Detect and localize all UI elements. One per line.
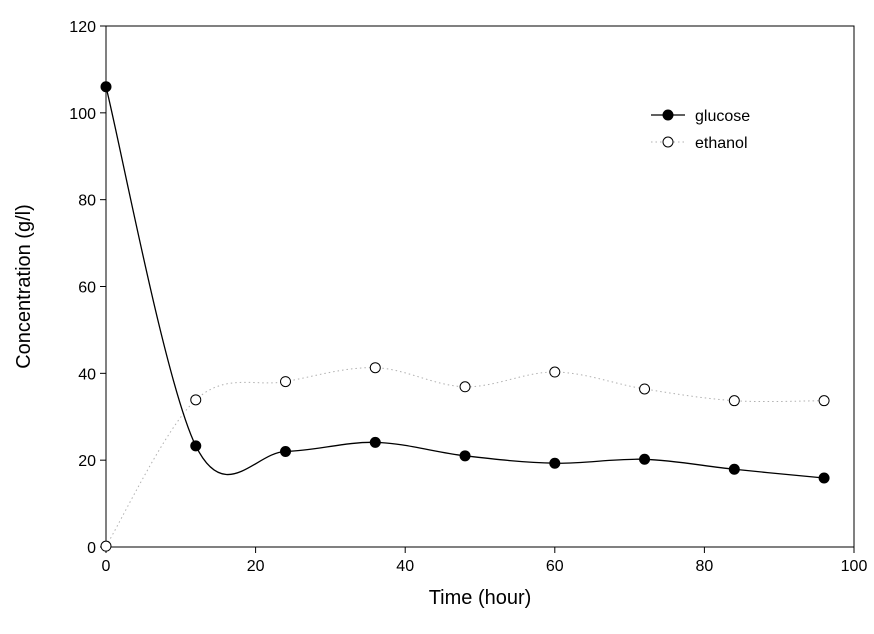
- axis-ticks: 0 20 40 60 80 100 0 20 40 60 80 100 120: [69, 19, 867, 575]
- point-ethanol-36: [369, 362, 381, 374]
- series-glucose: [100, 81, 830, 484]
- point-ethanol-60: [549, 366, 561, 378]
- legend: glucose ethanol: [651, 108, 750, 152]
- y-tick-label-0: 0: [87, 540, 96, 557]
- y-tick-label-60: 60: [78, 280, 96, 297]
- x-tick-label-60: 60: [546, 558, 564, 575]
- y-tick-label-40: 40: [78, 366, 96, 383]
- plot-area-border: [105, 25, 855, 548]
- point-glucose-36: [369, 436, 381, 448]
- legend-label-glucose: glucose: [695, 108, 750, 125]
- y-tick-label-20: 20: [78, 453, 96, 470]
- legend-label-ethanol: ethanol: [695, 135, 748, 152]
- point-glucose-96: [818, 472, 830, 484]
- y-tick-label-80: 80: [78, 193, 96, 210]
- x-tick-label-80: 80: [696, 558, 714, 575]
- point-glucose-12: [190, 440, 202, 452]
- point-glucose-24: [280, 445, 292, 457]
- point-glucose-60: [549, 457, 561, 469]
- plot-frame: [105, 25, 855, 548]
- point-ethanol-0: [100, 540, 112, 552]
- point-ethanol-12: [190, 394, 202, 406]
- series-line-glucose: [105, 86, 825, 479]
- x-tick-label-100: 100: [841, 558, 868, 575]
- point-glucose-84: [728, 463, 740, 475]
- point-ethanol-84: [728, 395, 740, 407]
- y-tick-label-120: 120: [69, 19, 96, 36]
- x-tick-label-0: 0: [102, 558, 111, 575]
- series-layer: [100, 81, 830, 552]
- point-ethanol-72: [639, 383, 651, 395]
- y-tick-label-100: 100: [69, 106, 96, 123]
- point-ethanol-48: [459, 381, 471, 393]
- legend-marker-glucose: [662, 109, 674, 121]
- y-axis-title: Concentration (g/l): [13, 204, 35, 369]
- point-ethanol-24: [280, 376, 292, 388]
- legend-marker-ethanol: [662, 136, 674, 148]
- point-glucose-48: [459, 450, 471, 462]
- x-tick-label-20: 20: [247, 558, 265, 575]
- series-ethanol: [100, 362, 830, 552]
- point-ethanol-96: [818, 395, 830, 407]
- x-axis-title: Time (hour): [429, 587, 532, 609]
- x-tick-label-40: 40: [396, 558, 414, 575]
- point-glucose-0: [100, 81, 112, 93]
- point-glucose-72: [639, 453, 651, 465]
